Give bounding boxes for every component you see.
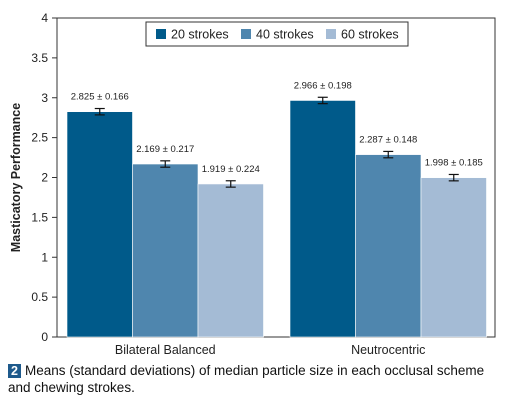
x-category-label: Bilateral Balanced — [115, 343, 216, 357]
bar-chart: 0 0.5 1 1.5 2 2.5 3 3.5 4 Masticatory Performance… — [9, 11, 496, 357]
y-tick-label: 0 — [41, 330, 48, 344]
data-label: 2.966 ± 0.198 — [294, 80, 352, 91]
data-label: 2.825 ± 0.166 — [71, 92, 129, 103]
y-tick-label: 2 — [41, 171, 48, 185]
legend-box — [145, 21, 409, 47]
legend-label: 40 strokes — [256, 28, 314, 42]
y-tick-label: 1.5 — [31, 210, 48, 224]
bar — [132, 163, 199, 338]
y-tick-label: 2.5 — [31, 131, 48, 145]
figure-number: 2 — [8, 364, 21, 378]
figure-caption: 2 Means (standard deviations) of median p… — [8, 362, 498, 396]
data-label: 1.998 ± 0.185 — [425, 157, 483, 168]
caption-text: Means (standard deviations) of median pa… — [8, 363, 485, 395]
bar — [66, 111, 133, 338]
y-tick-label: 3.5 — [31, 51, 48, 65]
legend-label: 20 strokes — [171, 28, 229, 42]
legend-swatch — [156, 29, 166, 39]
legend-label: 60 strokes — [341, 28, 399, 42]
x-category-label: Neutrocentric — [351, 343, 425, 357]
bar — [197, 183, 264, 338]
data-label: 1.919 ± 0.224 — [202, 164, 260, 175]
y-axis-label: Masticatory Performance — [9, 103, 23, 252]
bar — [355, 154, 422, 338]
data-label: 2.287 ± 0.148 — [359, 134, 417, 145]
y-tick-label: 1 — [41, 250, 48, 264]
bar — [289, 100, 356, 338]
data-label: 2.169 ± 0.217 — [136, 144, 194, 155]
legend-swatch — [241, 29, 251, 39]
y-tick-label: 3 — [41, 91, 48, 105]
bar — [420, 177, 487, 338]
y-tick-label: 0.5 — [31, 290, 48, 304]
y-tick-label: 4 — [41, 11, 48, 25]
legend-swatch — [326, 29, 336, 39]
